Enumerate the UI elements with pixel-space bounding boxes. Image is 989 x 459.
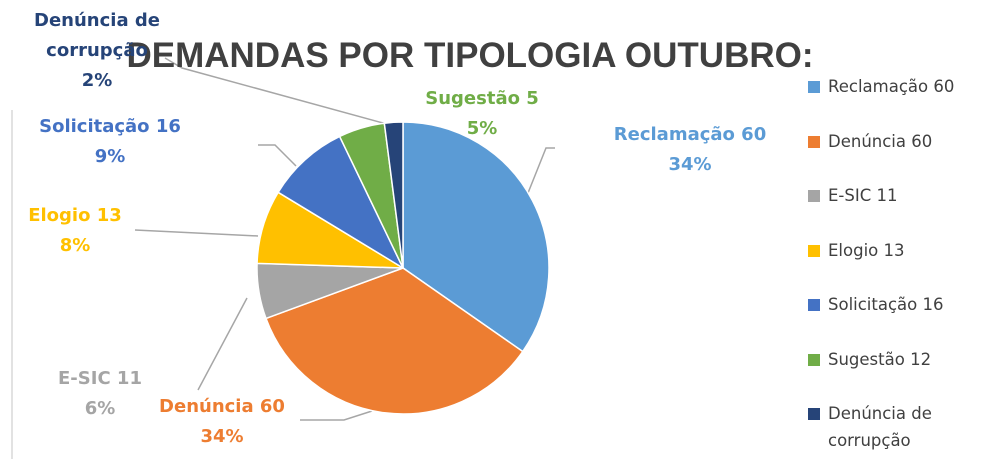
pie-slice	[265, 267, 524, 415]
legend-label: Reclamação 60	[828, 77, 955, 96]
legend-swatch	[808, 244, 820, 257]
legend-label: Sugestão 12	[828, 349, 932, 369]
legend-label: Elogio 13	[828, 240, 905, 260]
leader-line	[134, 229, 259, 237]
data-label: Sugestão 5 5%	[387, 84, 577, 144]
pie-slice	[277, 135, 405, 270]
legend-item: Sugestão 12	[808, 346, 983, 373]
legend-label: Denúncia 60	[828, 131, 933, 151]
data-label: Denúncia 60 34%	[127, 392, 317, 452]
data-label-value: 9%	[94, 146, 126, 167]
pie-slice	[402, 121, 550, 353]
data-label-name: Sugestão 5	[425, 88, 539, 109]
legend-swatch	[808, 81, 820, 93]
leader-lines	[134, 57, 555, 421]
legend-item: Reclamação 60	[808, 73, 983, 100]
data-label: Elogio 13 8%	[0, 201, 170, 261]
data-label: E-SIC 11 6%	[5, 364, 195, 424]
data-label-value: 5%	[466, 118, 498, 139]
data-label-name: E-SIC 11	[58, 368, 142, 389]
legend-item: E-SIC 11	[808, 182, 983, 209]
data-label-name: Solicitação 16	[39, 116, 181, 137]
data-label: Denúncia de corrupção 2%	[32, 6, 162, 96]
legend-item: Solicitação 16	[808, 291, 983, 318]
data-label-value: 8%	[59, 235, 91, 256]
data-label: Solicitação 16 9%	[15, 112, 205, 172]
data-label: Reclamação 60 34%	[595, 120, 785, 180]
data-label-name: Elogio 13	[28, 205, 122, 226]
chart-title: DEMANDAS POR TIPOLOGIA OUTUBRO:	[126, 36, 813, 75]
pie	[256, 121, 550, 415]
legend-swatch	[808, 190, 820, 202]
legend-swatch	[808, 299, 820, 311]
legend-item: Elogio 13	[808, 237, 983, 264]
leader-line	[258, 144, 297, 167]
legend-item: Denúncia de corrupção	[808, 400, 958, 454]
legend-swatch	[808, 408, 820, 420]
legend-swatch	[808, 353, 820, 366]
data-label-name: Reclamação 60	[613, 124, 767, 145]
legend-label: E-SIC 11	[828, 186, 898, 205]
pie-slice	[383, 121, 404, 269]
legend-item: Denúncia 60	[808, 128, 983, 155]
leader-line	[527, 147, 555, 194]
legend-label: Solicitação 16	[828, 295, 944, 314]
legend-label: Denúncia de corrupção	[828, 404, 932, 450]
legend-swatch	[808, 135, 820, 148]
data-label-value: 2%	[81, 70, 113, 91]
data-label-value: 34%	[668, 154, 712, 175]
leader-line	[197, 297, 248, 391]
data-label-value: 34%	[200, 426, 244, 447]
data-label-name: Denúncia de corrupção	[34, 10, 160, 61]
leader-line	[164, 57, 395, 127]
data-label-name: Denúncia 60	[159, 396, 285, 417]
data-label-value: 6%	[84, 398, 116, 419]
leader-line	[300, 410, 373, 421]
